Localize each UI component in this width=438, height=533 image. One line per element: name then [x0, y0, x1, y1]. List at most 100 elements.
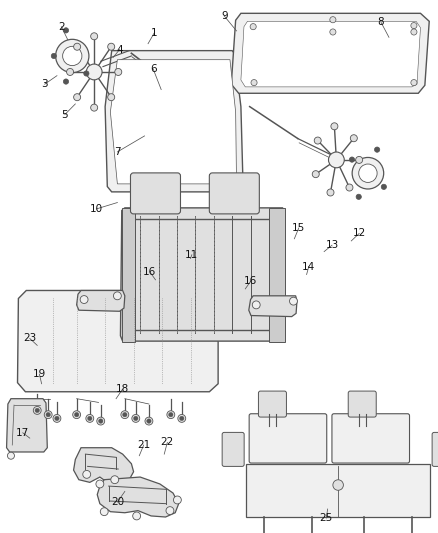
- Text: 9: 9: [221, 11, 228, 21]
- Circle shape: [169, 413, 173, 417]
- Circle shape: [327, 189, 334, 196]
- Circle shape: [350, 157, 355, 162]
- Circle shape: [147, 419, 151, 423]
- Circle shape: [113, 292, 121, 300]
- Text: 3: 3: [41, 79, 48, 89]
- Circle shape: [374, 147, 380, 152]
- Circle shape: [86, 64, 102, 80]
- Circle shape: [74, 94, 81, 101]
- Circle shape: [35, 408, 39, 413]
- Circle shape: [56, 39, 89, 72]
- Text: 14: 14: [302, 262, 315, 271]
- Polygon shape: [74, 448, 134, 484]
- Circle shape: [86, 415, 94, 422]
- Circle shape: [83, 471, 91, 478]
- FancyBboxPatch shape: [258, 391, 286, 417]
- Text: 4: 4: [116, 45, 123, 54]
- FancyBboxPatch shape: [432, 432, 438, 466]
- Circle shape: [330, 29, 336, 35]
- Circle shape: [411, 22, 417, 29]
- Circle shape: [108, 94, 115, 101]
- Circle shape: [96, 480, 104, 488]
- FancyBboxPatch shape: [348, 391, 376, 417]
- Circle shape: [53, 415, 61, 422]
- Circle shape: [63, 46, 82, 66]
- Polygon shape: [241, 21, 420, 87]
- Polygon shape: [231, 13, 429, 93]
- Polygon shape: [97, 477, 179, 517]
- Circle shape: [312, 171, 319, 177]
- Circle shape: [64, 28, 69, 33]
- Circle shape: [115, 68, 122, 76]
- Circle shape: [145, 417, 153, 425]
- Circle shape: [91, 104, 98, 111]
- Text: 19: 19: [33, 369, 46, 379]
- Circle shape: [178, 415, 186, 422]
- Circle shape: [251, 79, 257, 86]
- Circle shape: [67, 68, 74, 76]
- Circle shape: [91, 33, 98, 40]
- Circle shape: [350, 135, 357, 142]
- Circle shape: [33, 407, 41, 414]
- Circle shape: [84, 71, 89, 76]
- Circle shape: [381, 184, 386, 189]
- Circle shape: [111, 476, 119, 483]
- Circle shape: [99, 419, 103, 423]
- Circle shape: [44, 411, 52, 418]
- Circle shape: [100, 508, 108, 515]
- Circle shape: [346, 184, 353, 191]
- Polygon shape: [77, 290, 125, 311]
- Text: 23: 23: [23, 334, 36, 343]
- Text: 12: 12: [353, 229, 366, 238]
- Polygon shape: [105, 51, 243, 192]
- Text: 20: 20: [111, 497, 124, 507]
- Circle shape: [7, 452, 14, 459]
- Text: 22: 22: [161, 438, 174, 447]
- Circle shape: [133, 512, 141, 520]
- Text: 11: 11: [185, 250, 198, 260]
- Text: 8: 8: [378, 18, 385, 27]
- Circle shape: [411, 79, 417, 86]
- Text: 16: 16: [143, 267, 156, 277]
- Circle shape: [328, 152, 344, 168]
- Text: 5: 5: [61, 110, 68, 119]
- FancyBboxPatch shape: [131, 173, 180, 214]
- Circle shape: [74, 413, 79, 417]
- FancyBboxPatch shape: [209, 173, 259, 214]
- Text: 10: 10: [90, 204, 103, 214]
- FancyBboxPatch shape: [332, 414, 410, 463]
- Text: 2: 2: [58, 22, 65, 31]
- Circle shape: [108, 43, 115, 50]
- Circle shape: [74, 43, 81, 50]
- Text: 7: 7: [114, 147, 121, 157]
- Circle shape: [173, 496, 181, 504]
- Circle shape: [290, 297, 297, 305]
- Circle shape: [330, 17, 336, 23]
- Circle shape: [64, 79, 69, 84]
- FancyBboxPatch shape: [222, 432, 244, 466]
- Circle shape: [180, 416, 184, 421]
- Text: 21: 21: [137, 440, 150, 450]
- Text: 16: 16: [244, 277, 257, 286]
- Circle shape: [51, 53, 57, 59]
- Text: 13: 13: [325, 240, 339, 250]
- Circle shape: [167, 411, 175, 418]
- Polygon shape: [120, 208, 285, 341]
- Circle shape: [132, 415, 140, 422]
- Text: 1: 1: [151, 28, 158, 38]
- Circle shape: [359, 164, 377, 182]
- Circle shape: [134, 416, 138, 421]
- Polygon shape: [110, 60, 237, 184]
- Circle shape: [331, 123, 338, 130]
- Circle shape: [352, 157, 384, 189]
- Text: 15: 15: [292, 223, 305, 233]
- FancyBboxPatch shape: [249, 414, 327, 463]
- Circle shape: [250, 23, 256, 30]
- Circle shape: [356, 194, 361, 199]
- Circle shape: [123, 413, 127, 417]
- Circle shape: [97, 417, 105, 425]
- Circle shape: [314, 137, 321, 144]
- Circle shape: [333, 480, 343, 490]
- Polygon shape: [246, 464, 430, 517]
- Polygon shape: [269, 208, 285, 342]
